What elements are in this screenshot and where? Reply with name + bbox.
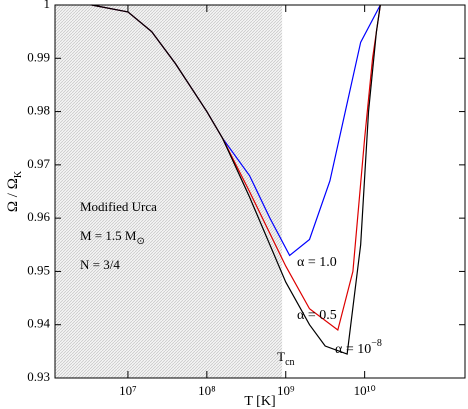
shade-label-script: cn xyxy=(285,357,294,368)
y-tick-label: 0.97 xyxy=(27,156,50,171)
y-tick-label: 0.93 xyxy=(27,369,50,384)
y-tick-label: 0.94 xyxy=(27,316,50,331)
annotation: N = 3/4 xyxy=(80,257,120,272)
annotation-main: M = 1.5 M xyxy=(80,228,137,243)
line-series xyxy=(91,4,381,355)
annotation: Modified Urca xyxy=(80,199,157,214)
y-tick-label: 0.96 xyxy=(27,209,50,224)
y-tick-label: 1 xyxy=(44,0,51,11)
x-tick-label: 10¹⁰ xyxy=(354,383,376,398)
y-tick-label: 0.99 xyxy=(27,49,50,64)
y-tick-label: 0.95 xyxy=(27,262,50,277)
shaded-region xyxy=(55,5,283,378)
series-label: α = 1.0 xyxy=(297,255,337,270)
series-label: α = 10−8 xyxy=(335,338,382,357)
series-label: α = 0.5 xyxy=(297,308,337,323)
shade-label-main: T xyxy=(277,349,285,364)
annotation: M = 1.5 M⊙ xyxy=(80,228,145,247)
x-tick-label: 10⁷ xyxy=(119,383,137,398)
y-tick-label: 0.98 xyxy=(27,103,50,118)
series-label-main: α = 10 xyxy=(335,342,371,357)
plot-frame xyxy=(54,4,466,379)
y-axis-label-script: K xyxy=(13,170,24,178)
y-axis-label-main: Ω / Ω xyxy=(5,178,21,212)
x-tick-label: 10⁸ xyxy=(198,383,216,398)
y-axis-label: Ω / ΩK xyxy=(5,170,24,212)
x-axis-label: T [K] xyxy=(244,394,275,409)
shade-label: Tcn xyxy=(277,349,294,368)
series-label-script: −8 xyxy=(371,338,382,349)
x-tick-label: 10⁹ xyxy=(277,383,295,398)
annotation-script: ⊙ xyxy=(136,236,144,247)
